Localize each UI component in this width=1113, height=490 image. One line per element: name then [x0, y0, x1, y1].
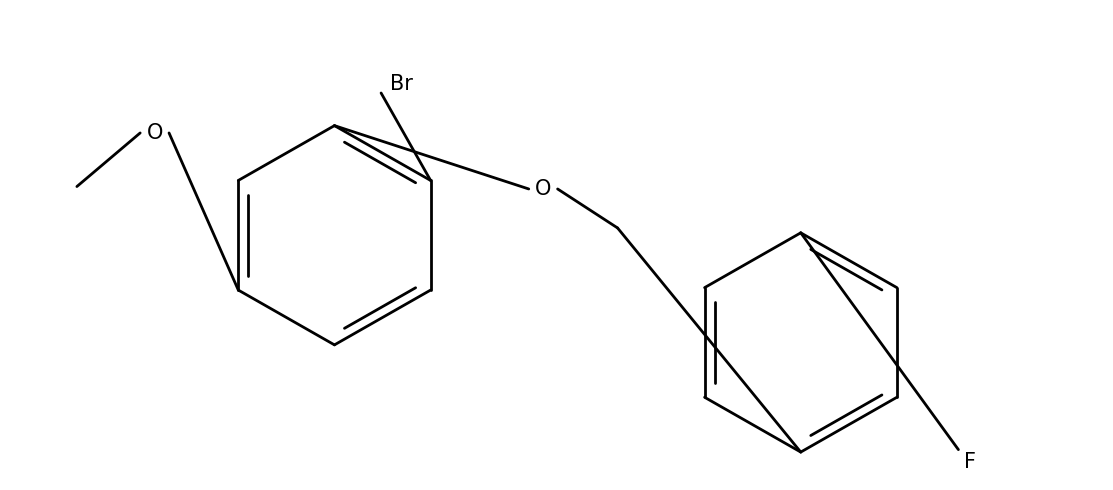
Text: O: O [535, 179, 551, 199]
Text: Br: Br [390, 74, 413, 94]
Text: F: F [964, 452, 975, 472]
Text: O: O [147, 123, 162, 143]
